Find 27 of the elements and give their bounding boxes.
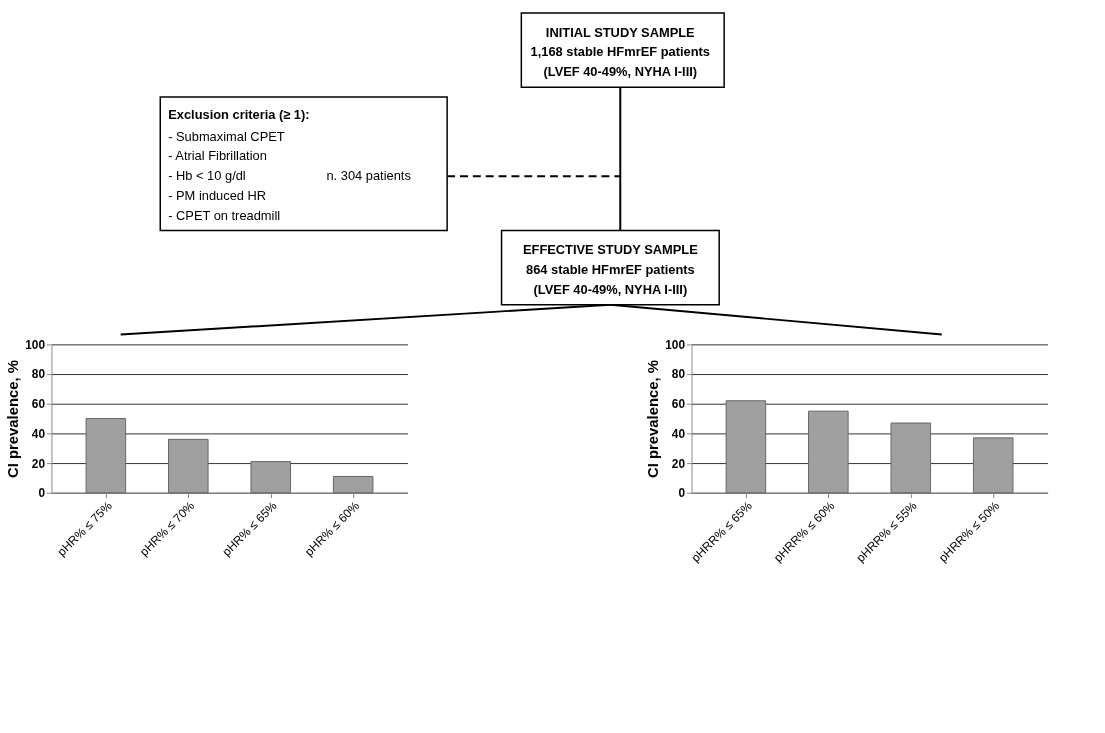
text: - Submaximal CPET — [168, 128, 285, 144]
text: 864 stable HFmrEF patients — [526, 262, 695, 278]
y-axis-title: CI prevalence, % — [5, 360, 22, 478]
text: - CPET on treadmill — [168, 207, 281, 223]
text: - Atrial Fibrillation — [168, 148, 267, 164]
y-tick-label: 0 — [38, 486, 46, 501]
text: (LVEF 40-49%, NYHA I-III) — [543, 64, 698, 80]
y-tick-label: 60 — [671, 397, 686, 412]
y-tick-label: 60 — [31, 397, 46, 412]
text: INITIAL STUDY SAMPLE — [545, 24, 696, 40]
text: (LVEF 40-49%, NYHA I-III) — [533, 281, 688, 297]
y-tick-label: 20 — [31, 456, 46, 471]
text: n. 304 patients — [326, 168, 411, 184]
text: - PM induced HR — [168, 187, 267, 203]
y-tick-label: 40 — [31, 426, 46, 441]
y-tick-label: 100 — [665, 337, 686, 352]
y-tick-label: 80 — [31, 367, 46, 382]
text: - Hb < 10 g/dl — [168, 168, 246, 184]
y-tick-label: 0 — [678, 486, 686, 501]
y-tick-label: 40 — [671, 426, 686, 441]
y-tick-label: 80 — [671, 367, 686, 382]
text: 1,168 stable HFmrEF patients — [530, 44, 710, 60]
text: Exclusion criteria (≥ 1): — [168, 106, 310, 122]
y-tick-label: 20 — [671, 456, 686, 471]
y-axis-title: CI prevalence, % — [645, 360, 662, 478]
text: EFFECTIVE STUDY SAMPLE — [522, 242, 699, 258]
y-tick-label: 100 — [25, 337, 46, 352]
